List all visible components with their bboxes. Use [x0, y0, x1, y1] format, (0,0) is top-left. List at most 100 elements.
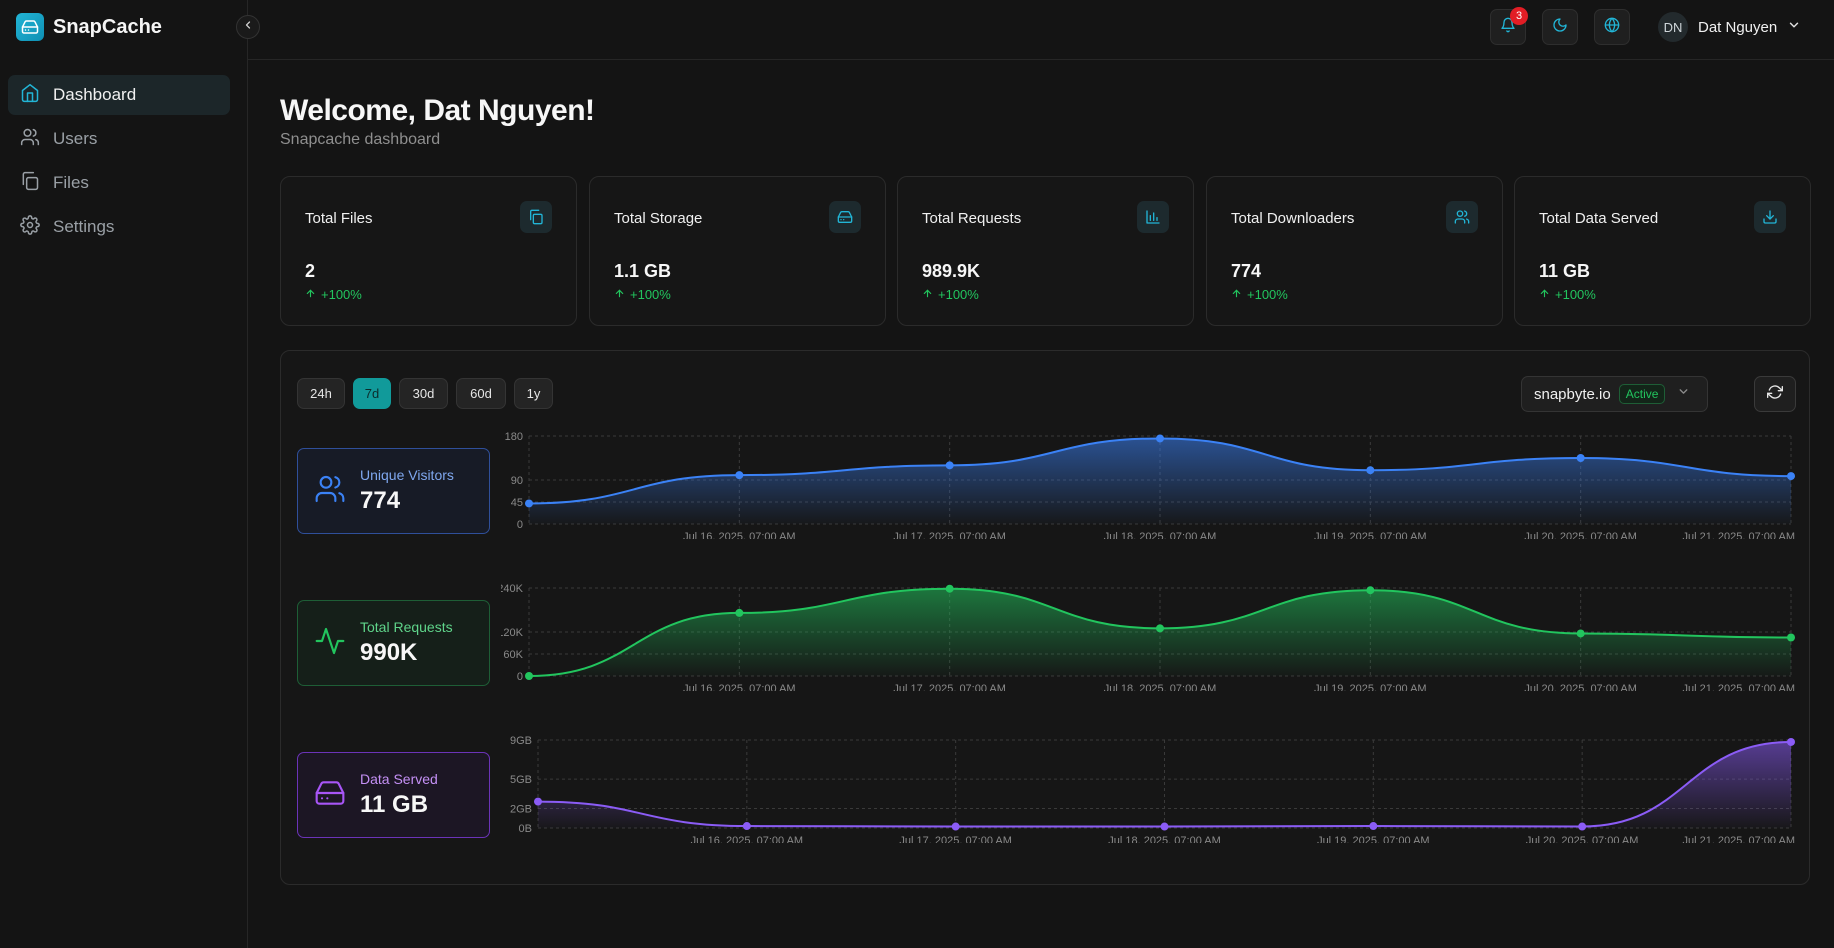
y-tick-label: 0B — [519, 823, 532, 835]
users-icon — [1446, 201, 1478, 233]
chart-data-served: 0B 2GB 5GB 9GB Jul 16, 2025, 07:00 AM Jul 17,… — [510, 735, 1795, 843]
user-menu[interactable]: DN Dat Nguyen — [1658, 12, 1801, 42]
sidebar-item-users[interactable]: Users — [8, 119, 230, 159]
bar-chart-icon — [1137, 201, 1169, 233]
data-point[interactable] — [1578, 822, 1587, 831]
y-tick-label: 180 — [505, 431, 523, 443]
theme-toggle-button[interactable] — [1542, 9, 1578, 45]
moon-icon — [1552, 17, 1568, 38]
arrow-up-icon — [1539, 287, 1550, 302]
stat-card-total-downloaders: Total Downloaders 774 +100% — [1206, 176, 1503, 326]
y-tick-label: 0 — [517, 671, 523, 683]
files-icon — [20, 171, 40, 196]
range-button-7d[interactable]: 7d — [353, 378, 391, 409]
stat-label: Total Storage — [614, 210, 703, 227]
x-tick-label: Jul 17, 2025, 07:00 AM — [893, 531, 1006, 539]
sidebar-item-files[interactable]: Files — [8, 163, 230, 203]
range-button-1y[interactable]: 1y — [514, 378, 553, 409]
y-tick-label: 9GB — [510, 735, 532, 747]
x-tick-label: Jul 17, 2025, 07:00 AM — [899, 835, 1012, 843]
stat-change: +100% — [922, 287, 979, 302]
chart-total-requests: 0 60K 120K 240K Jul 16, 2025, 07:00 AM Jul 17… — [501, 583, 1795, 691]
data-point[interactable] — [1366, 466, 1375, 475]
x-tick-label: Jul 19, 2025, 07:00 AM — [1317, 835, 1430, 843]
x-tick-label: Jul 19, 2025, 07:00 AM — [1314, 683, 1427, 691]
user-name: Dat Nguyen — [1698, 18, 1778, 36]
brand[interactable]: SnapCache — [16, 13, 162, 41]
stat-label: Total Data Served — [1539, 210, 1659, 227]
notifications-button[interactable]: 3 — [1490, 7, 1528, 45]
data-point[interactable] — [534, 797, 542, 806]
range-button-30d[interactable]: 30d — [399, 378, 448, 409]
data-point[interactable] — [735, 608, 744, 617]
chevron-down-icon — [1787, 18, 1801, 37]
data-point[interactable] — [1160, 822, 1169, 831]
data-point[interactable] — [1576, 454, 1585, 462]
app-name: SnapCache — [53, 15, 162, 38]
arrow-up-icon — [305, 287, 316, 302]
metric-card-data-served: Data Served 11 GB — [297, 752, 490, 838]
data-point[interactable] — [945, 461, 954, 470]
metric-value: 774 — [360, 487, 401, 514]
metric-label: Total Requests — [360, 619, 453, 635]
range-button-60d[interactable]: 60d — [456, 378, 506, 409]
status-badge: Active — [1618, 384, 1666, 404]
series-area — [529, 438, 1791, 524]
metric-card-unique-visitors: Unique Visitors 774 — [297, 448, 490, 534]
stat-change-text: +100% — [938, 287, 979, 302]
x-tick-label: Jul 18, 2025, 07:00 AM — [1108, 835, 1221, 843]
data-point[interactable] — [1369, 822, 1378, 831]
y-tick-label: 60K — [503, 649, 523, 661]
data-point[interactable] — [1156, 624, 1164, 633]
stat-label: Total Files — [305, 210, 373, 227]
sidebar-item-label: Files — [53, 173, 89, 192]
data-point[interactable] — [1787, 472, 1795, 481]
x-tick-label: Jul 18, 2025, 07:00 AM — [1104, 683, 1217, 691]
domain-select[interactable]: snapbyte.io Active — [1521, 376, 1708, 412]
chevron-left-icon — [242, 18, 254, 36]
topbar: 3 DN Dat Nguyen — [248, 0, 1834, 60]
metric-card-total-requests: Total Requests 990K — [297, 600, 490, 686]
x-tick-label: Jul 16, 2025, 07:00 AM — [683, 531, 796, 539]
home-icon — [20, 83, 40, 108]
x-tick-label: Jul 19, 2025, 07:00 AM — [1314, 531, 1427, 539]
sidebar-item-label: Users — [53, 129, 98, 148]
data-point[interactable] — [1787, 633, 1795, 642]
data-point[interactable] — [1787, 737, 1795, 746]
y-tick-label: 90 — [511, 475, 523, 487]
page-subtitle: Snapcache dashboard — [280, 131, 441, 148]
stat-value: 1.1 GB — [614, 261, 672, 281]
language-button[interactable] — [1594, 9, 1630, 45]
data-point[interactable] — [735, 471, 744, 480]
x-tick-label: Jul 21, 2025, 07:00 AM — [1682, 683, 1795, 691]
stat-change-text: +100% — [321, 287, 362, 302]
stat-value: 989.9K — [922, 261, 981, 281]
sidebar-nav: Dashboard Users Files Settings — [8, 75, 230, 251]
data-point[interactable] — [1576, 629, 1585, 638]
sidebar-item-dashboard[interactable]: Dashboard — [8, 75, 230, 115]
sidebar-item-settings[interactable]: Settings — [8, 207, 230, 247]
stat-change: +100% — [1539, 287, 1596, 302]
range-button-24h[interactable]: 24h — [297, 378, 345, 409]
refresh-button[interactable] — [1754, 376, 1796, 412]
stat-change: +100% — [1231, 287, 1288, 302]
x-tick-label: Jul 20, 2025, 07:00 AM — [1524, 683, 1637, 691]
data-point[interactable] — [742, 822, 751, 831]
page-title: Welcome, Dat Nguyen! — [280, 94, 595, 127]
x-tick-label: Jul 16, 2025, 07:00 AM — [691, 835, 804, 843]
x-tick-label: Jul 21, 2025, 07:00 AM — [1682, 835, 1795, 843]
arrow-up-icon — [614, 287, 625, 302]
data-point[interactable] — [1366, 586, 1375, 595]
data-point[interactable] — [951, 822, 960, 831]
domain-name: snapbyte.io — [1534, 385, 1611, 403]
data-point[interactable] — [525, 499, 533, 508]
data-point[interactable] — [945, 584, 954, 593]
chart-unique-visitors: 0 45 90 180 Jul 16, 2025, 07:00 AM Jul 17, 20… — [505, 431, 1795, 539]
data-point[interactable] — [1156, 434, 1164, 443]
x-tick-label: Jul 21, 2025, 07:00 AM — [1682, 531, 1795, 539]
collapse-sidebar-button[interactable] — [236, 15, 260, 39]
data-point[interactable] — [525, 672, 533, 680]
metric-text: Unique Visitors 774 — [360, 467, 454, 515]
metric-value: 990K — [360, 639, 418, 666]
metric-text: Data Served 11 GB — [360, 771, 438, 819]
